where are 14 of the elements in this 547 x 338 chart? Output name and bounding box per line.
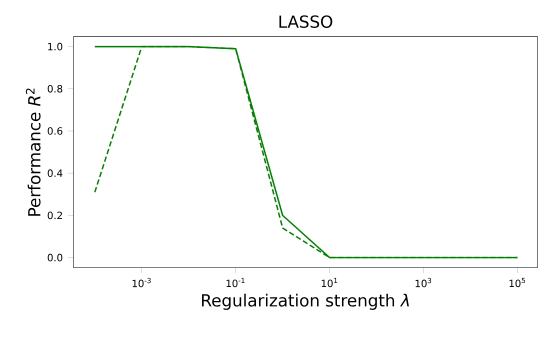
y-tick-label: 1.0: [48, 42, 62, 50]
y-tick-label: 0.2: [48, 211, 62, 220]
x-tick-label: 10$^{-1}$: [226, 278, 245, 288]
y-axis-title: Performance R$^{2}$: [26, 88, 41, 216]
x-tick-label: 10$^{-3}$: [132, 278, 151, 288]
y-tick-label: 0.8: [48, 84, 62, 92]
y-tick-label: 0.4: [48, 169, 62, 177]
x-tick-label: 10$^{5}$: [510, 278, 526, 288]
x-tick-label: 10$^{3}$: [416, 278, 432, 288]
x-tick-label: 10$^{1}$: [322, 278, 338, 288]
x-axis-title: Regularization strength λ: [202, 294, 409, 310]
y-tick-label: 0.6: [48, 127, 62, 135]
chart-title: LASSO: [279, 15, 332, 28]
y-tick-label: 0.0: [48, 254, 62, 262]
